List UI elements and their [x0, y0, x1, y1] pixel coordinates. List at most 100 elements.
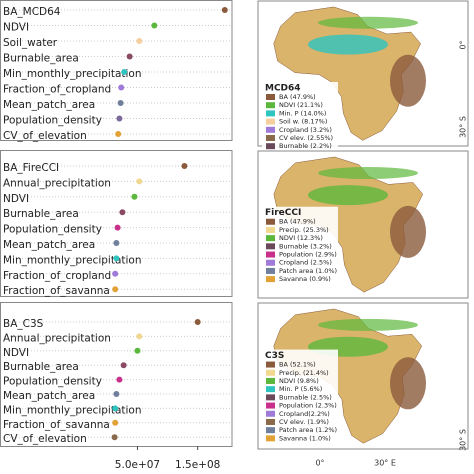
- dot: [113, 240, 120, 246]
- row-label: Population_density: [3, 376, 102, 388]
- legend-label: Cropland (3.2%): [279, 126, 332, 134]
- legend-swatch: [266, 377, 275, 384]
- legend-label: Precip. (25.3%): [279, 226, 329, 234]
- legend-label: NDVI (21.1%): [279, 101, 323, 109]
- legend-label: Patch area (1.2%): [279, 426, 337, 434]
- legend-swatch: [266, 427, 275, 434]
- dot: [194, 319, 201, 325]
- legend-swatch: [266, 143, 275, 150]
- dot: [113, 255, 120, 262]
- map-axis-label: 30° S: [459, 116, 468, 138]
- legend-swatch: [266, 235, 275, 242]
- row-label: Min_monthly_precipitation: [3, 68, 142, 80]
- dot: [181, 163, 188, 169]
- legend-label: BA (47.9%): [279, 93, 316, 101]
- row-label: BA_FireCCI: [3, 162, 59, 174]
- legend-label: BA (47.9%): [279, 218, 316, 226]
- row-label: Fraction_of_cropland: [3, 270, 111, 282]
- legend-swatch: [266, 386, 275, 393]
- legend-label: Burnable (2.5%): [279, 393, 332, 401]
- dot: [118, 84, 125, 91]
- map-title: FireCCI: [265, 208, 301, 218]
- legend-swatch: [266, 267, 275, 274]
- dot: [136, 333, 143, 340]
- map-region: [318, 16, 418, 29]
- panel-frame: [0, 0, 233, 141]
- panel-frame: [0, 302, 233, 447]
- legend-swatch: [266, 218, 275, 225]
- row-label: CV_of_elevation: [3, 433, 87, 445]
- legend-label: BA (52.1%): [279, 361, 316, 369]
- legend-swatch: [266, 94, 275, 100]
- map-region: [308, 185, 388, 206]
- row-label: Fraction_of_savanna: [3, 285, 110, 297]
- legend-swatch: [266, 135, 275, 141]
- dot: [134, 347, 141, 354]
- legend-label: NDVI (12.3%): [279, 234, 323, 242]
- row-label: CV_of_elevation: [3, 130, 87, 142]
- dot: [112, 419, 119, 426]
- dot: [131, 193, 138, 200]
- row-label: Fraction_of_cropland: [3, 84, 111, 96]
- legend-swatch: [266, 410, 275, 417]
- legend-label: Min. P (14.0%): [279, 109, 326, 117]
- legend-label: Population (2.3%): [279, 402, 337, 410]
- legend-swatch: [266, 369, 275, 376]
- legend-label: Precip. (21.4%): [279, 369, 329, 377]
- legend-swatch: [266, 243, 275, 250]
- legend-label: CV elev. (1.9%): [279, 418, 329, 426]
- map-axis-label: 30° E: [374, 459, 396, 468]
- legend-swatch: [266, 110, 275, 117]
- legend-swatch: [266, 435, 275, 442]
- legend-label: Patch area (1.0%): [279, 267, 337, 275]
- dot: [112, 286, 119, 293]
- legend-swatch: [266, 276, 275, 283]
- row-label: Burnable_area: [3, 53, 79, 65]
- dot: [111, 434, 118, 441]
- dot: [136, 38, 143, 44]
- legend-swatch: [266, 126, 275, 133]
- dot: [117, 100, 124, 106]
- legend-swatch: [266, 418, 275, 425]
- dot: [120, 362, 127, 369]
- dot: [115, 131, 122, 137]
- dot: [151, 22, 158, 29]
- x-tick-label: 1.5e+08: [175, 459, 220, 471]
- row-label: BA_MCD64: [3, 6, 61, 18]
- dot: [114, 224, 121, 231]
- map-region: [308, 34, 388, 55]
- legend-label: Soil w. (8.17%): [279, 118, 327, 126]
- legend-label: CV elev. (2.55%): [279, 134, 333, 142]
- map-region: [390, 357, 426, 410]
- legend-label: Burnable (2.2%): [279, 142, 332, 150]
- legend-label: Min. P (5.6%): [279, 385, 322, 393]
- legend-label: Population (2.9%): [279, 251, 337, 259]
- dot: [136, 178, 143, 185]
- legend-label: Savanna (0.9%): [279, 275, 331, 283]
- legend-label: Savanna (1.0%): [279, 434, 331, 442]
- row-label: NDVI: [3, 347, 29, 359]
- dot: [119, 209, 126, 216]
- map-region: [318, 167, 418, 180]
- legend-swatch: [266, 259, 275, 266]
- legend-label: NDVI (9.8%): [279, 377, 319, 385]
- row-label: Mean_patch_area: [3, 99, 95, 111]
- dot: [112, 270, 119, 277]
- row-label: Annual_precipitation: [3, 177, 111, 189]
- legend-swatch: [266, 402, 275, 409]
- map-title: MCD64: [265, 84, 301, 94]
- row-label: Fraction_of_savanna: [3, 419, 110, 431]
- map-title: C3S: [265, 351, 284, 361]
- row-label: Annual_precipitation: [3, 332, 111, 344]
- legend-swatch: [266, 226, 275, 233]
- map-region: [318, 318, 418, 331]
- row-label: Mean_patch_area: [3, 239, 95, 251]
- legend-swatch: [266, 394, 275, 401]
- map-axis-label: 0°: [459, 40, 468, 49]
- dot: [121, 69, 128, 75]
- legend-label: Cropland(2.2%): [279, 410, 330, 418]
- dot: [116, 376, 123, 383]
- map-region: [390, 205, 426, 258]
- dot: [116, 115, 123, 122]
